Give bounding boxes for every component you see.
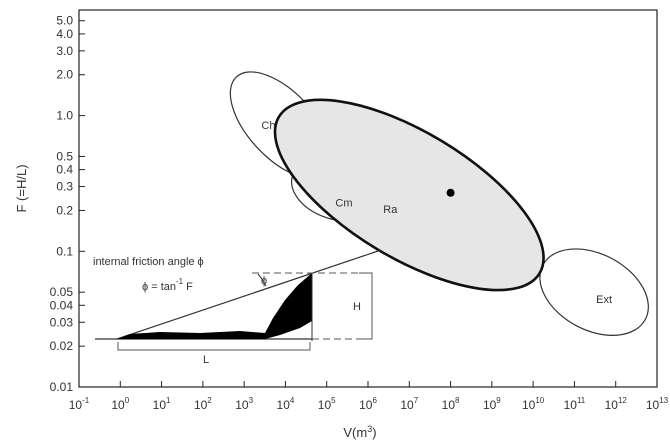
inset-length-bracket: [117, 342, 311, 351]
y-tick-label: 3.0: [56, 44, 73, 58]
x-tick-label: 103: [235, 396, 253, 412]
regions-layer: [229, 71, 649, 336]
y-tick-label: 0.4: [56, 163, 73, 177]
x-tick-label: 100: [111, 396, 129, 412]
x-tick-label: 109: [483, 396, 501, 412]
inset-formula: ϕ = tan-1 F: [142, 277, 193, 293]
y-tick-label: 0.1: [56, 244, 73, 258]
region-ra-ellipse: [273, 98, 545, 292]
region-cm-label: Cm: [335, 198, 352, 210]
y-tick-label: 0.04: [50, 298, 74, 312]
y-tick-label: 0.02: [50, 339, 74, 353]
y-tick-label: 0.03: [50, 315, 74, 329]
x-axis-label: V(m3): [343, 424, 376, 440]
x-tick-label: 107: [400, 396, 418, 412]
x-tick-label: 104: [277, 396, 295, 412]
inset-length-label: L: [203, 354, 209, 366]
x-tick-label: 10-1: [69, 396, 90, 412]
inset-angle-label: ϕ: [261, 275, 267, 287]
inset-angle-arc: [257, 273, 267, 287]
x-tick-label: 1010: [522, 396, 545, 412]
y-tick-label: 5.0: [56, 14, 73, 28]
x-tick-label: 105: [318, 396, 336, 412]
x-tick-label: 1011: [564, 396, 586, 412]
data-point: [446, 188, 455, 197]
inset-slope-line: [116, 249, 382, 340]
x-tick-label: 106: [359, 396, 377, 412]
inset-height-bracket: [359, 272, 373, 340]
y-tick-label: 0.2: [56, 203, 73, 217]
x-tick-label: 1012: [605, 396, 628, 412]
x-tick-label: 101: [153, 396, 171, 412]
y-tick-label: 4.0: [56, 27, 73, 41]
y-tick-label: 0.5: [56, 149, 73, 163]
region-ext-label: Ext: [596, 294, 612, 306]
y-axis-ticks: 5.04.0 3.0 2.0 1.0 0.50.4 0.3 0.2 0.1 0.050.04 0.…: [50, 14, 85, 394]
region-ra-label: Ra: [383, 204, 398, 216]
x-tick-label: 108: [442, 396, 460, 412]
friction-angle-inset: internal friction angle ϕ ϕ = tan-1 F ϕ …: [93, 249, 382, 366]
y-axis-label: F (=H/L): [14, 164, 29, 212]
y-tick-label: 0.3: [56, 180, 73, 194]
region-ch-label: Ch: [261, 120, 275, 132]
x-tick-label: 1013: [646, 396, 669, 412]
inset-height-label: H: [353, 301, 361, 313]
y-tick-label: 0.05: [50, 285, 74, 299]
y-tick-label: 2.0: [56, 68, 73, 82]
points-layer: [446, 188, 455, 197]
x-tick-label: 102: [194, 396, 212, 412]
inset-title: internal friction angle ϕ: [93, 256, 204, 268]
y-tick-label: 0.01: [50, 380, 74, 394]
x-axis-ticks: 10-1 100 101 102 103 104 105 106 107 108 109 1010 10…: [69, 381, 669, 412]
region-ext-ellipse: [539, 248, 649, 336]
region-labels-layer: Ch Cm Ext Ra: [261, 120, 612, 306]
y-tick-label: 1.0: [56, 109, 73, 123]
